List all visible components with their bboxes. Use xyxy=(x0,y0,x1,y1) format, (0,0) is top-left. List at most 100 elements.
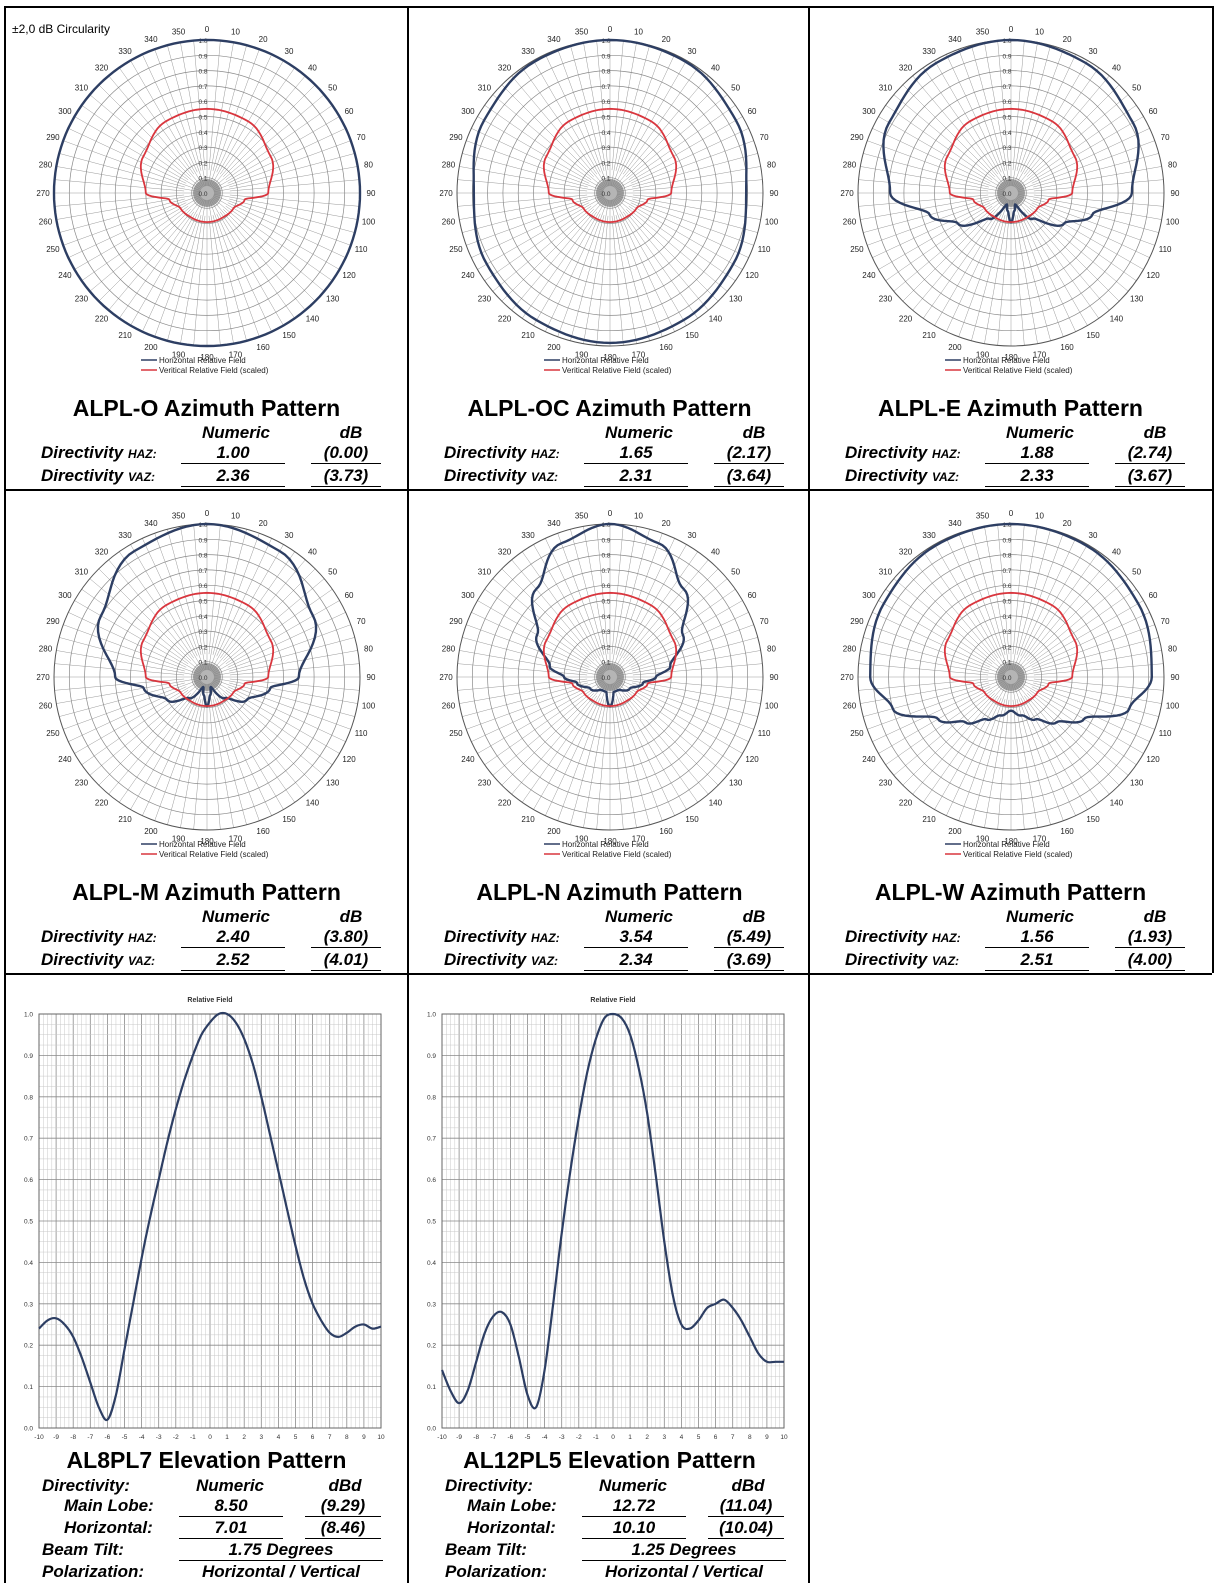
ring-gridline xyxy=(918,584,1104,770)
x-tick-label: -7 xyxy=(87,1434,93,1440)
spoke-gridline xyxy=(596,699,609,830)
angle-tick-label: 170 xyxy=(1033,835,1047,844)
spoke-gridline xyxy=(1013,140,1155,193)
angle-tick-label: 20 xyxy=(259,35,268,44)
db-value: (3.64) xyxy=(714,466,784,487)
label-subscript: VAZ: xyxy=(931,954,960,968)
spoke-gridline xyxy=(54,194,185,207)
angle-tick-label: 290 xyxy=(850,617,864,626)
spoke-gridline xyxy=(471,686,590,742)
angle-tick-label: 320 xyxy=(899,547,913,556)
numeric-value: 1.00 xyxy=(181,443,285,464)
spoke-gridline xyxy=(1031,202,1150,258)
angle-tick-label: 280 xyxy=(843,161,857,170)
radial-tick-label: 0.7 xyxy=(198,568,207,575)
spoke-gridline xyxy=(997,215,1010,346)
spoke-gridline xyxy=(492,678,608,776)
spoke-gridline xyxy=(912,75,1010,191)
spoke-gridline xyxy=(1011,679,1038,828)
spoke-gridline xyxy=(610,533,663,675)
spoke-gridline xyxy=(622,695,698,803)
spoke-gridline xyxy=(466,677,608,730)
spoke-gridline xyxy=(227,686,346,742)
spoke-gridline xyxy=(557,49,610,191)
angle-tick-label: 230 xyxy=(879,778,893,787)
spoke-gridline xyxy=(1013,193,1162,220)
spoke-gridline xyxy=(626,568,719,661)
spoke-gridline xyxy=(74,194,205,270)
spoke-gridline xyxy=(632,682,758,717)
spoke-gridline xyxy=(208,60,284,191)
spoke-gridline xyxy=(878,116,1009,192)
angle-tick-label: 180 xyxy=(1004,353,1018,362)
angle-tick-label: 290 xyxy=(46,617,60,626)
radial-tick-label: 0.7 xyxy=(601,84,610,91)
pattern-title: ALPL-W Azimuth Pattern xyxy=(874,879,1147,905)
x-tick-label: 3 xyxy=(259,1434,263,1440)
angle-tick-label: 130 xyxy=(1130,294,1144,303)
spoke-gridline xyxy=(632,194,763,207)
spoke-gridline xyxy=(1031,686,1150,742)
angle-tick-label: 320 xyxy=(498,63,512,72)
spoke-gridline xyxy=(229,153,355,188)
spoke-gridline xyxy=(557,679,610,821)
spoke-gridline xyxy=(628,105,736,181)
directivity-label: Directivity HAZ: xyxy=(41,927,157,947)
spoke-gridline xyxy=(227,128,346,184)
spoke-gridline xyxy=(1011,195,1038,344)
spoke-gridline xyxy=(154,195,207,337)
spoke-gridline xyxy=(225,589,333,665)
legend-label: Veritical Relative Field (scaled) xyxy=(159,850,269,859)
spoke-gridline xyxy=(207,533,260,675)
angle-tick-label: 110 xyxy=(758,729,771,738)
spoke-gridline xyxy=(971,45,1006,171)
y-tick-label: 0.7 xyxy=(427,1136,436,1143)
spoke-gridline xyxy=(923,211,999,319)
spoke-gridline xyxy=(193,215,206,346)
y-tick-label: 0.2 xyxy=(427,1343,436,1350)
spoke-gridline xyxy=(626,209,719,302)
spoke-gridline xyxy=(208,195,284,326)
angle-tick-label: 90 xyxy=(770,673,779,682)
angle-tick-label: 330 xyxy=(521,531,535,540)
legend-label: Veritical Relative Field (scaled) xyxy=(159,366,269,375)
spoke-gridline xyxy=(209,600,340,676)
angle-tick-label: 40 xyxy=(308,547,317,556)
numeric-value: 2.33 xyxy=(985,466,1089,487)
angle-tick-label: 240 xyxy=(862,755,876,764)
spoke-gridline xyxy=(997,40,1010,171)
spoke-gridline xyxy=(1011,533,1064,675)
spoke-gridline xyxy=(207,679,234,828)
x-tick-label: 2 xyxy=(242,1434,246,1440)
x-tick-label: -9 xyxy=(53,1434,59,1440)
spoke-gridline xyxy=(180,526,207,675)
angle-tick-label: 50 xyxy=(1132,568,1141,577)
spoke-gridline xyxy=(1012,559,1110,675)
angle-tick-label: 150 xyxy=(685,815,699,824)
horizontal-field-series xyxy=(868,522,1154,725)
directivity-table: Numeric dB Directivity HAZ: 1.56 (1.93) Direc… xyxy=(809,907,1212,977)
angle-tick-label: 120 xyxy=(1146,271,1160,280)
spoke-gridline xyxy=(611,40,624,171)
spoke-gridline xyxy=(984,679,1011,828)
grid-border-v xyxy=(1212,6,1214,973)
angle-tick-label: 250 xyxy=(449,729,463,738)
angle-tick-label: 80 xyxy=(1168,161,1177,170)
angle-tick-label: 250 xyxy=(449,245,463,254)
angle-tick-label: 260 xyxy=(442,701,456,710)
angle-tick-label: 10 xyxy=(634,27,643,36)
spoke-gridline xyxy=(462,637,588,672)
spoke-gridline xyxy=(858,678,989,691)
spoke-gridline xyxy=(612,94,728,192)
horizontal-row: Horizontal: 7.01 (8.46) xyxy=(5,1518,408,1540)
grid-border-h xyxy=(4,489,1212,491)
angle-tick-label: 130 xyxy=(326,778,340,787)
radial-tick-label: 0.1 xyxy=(198,176,207,183)
spoke-gridline xyxy=(902,693,995,786)
radial-tick-label: 0.4 xyxy=(1002,614,1011,621)
spoke-gridline xyxy=(619,54,675,173)
angle-tick-label: 90 xyxy=(1171,189,1180,198)
angle-tick-label: 300 xyxy=(862,107,876,116)
x-tick-label: -2 xyxy=(173,1434,179,1440)
